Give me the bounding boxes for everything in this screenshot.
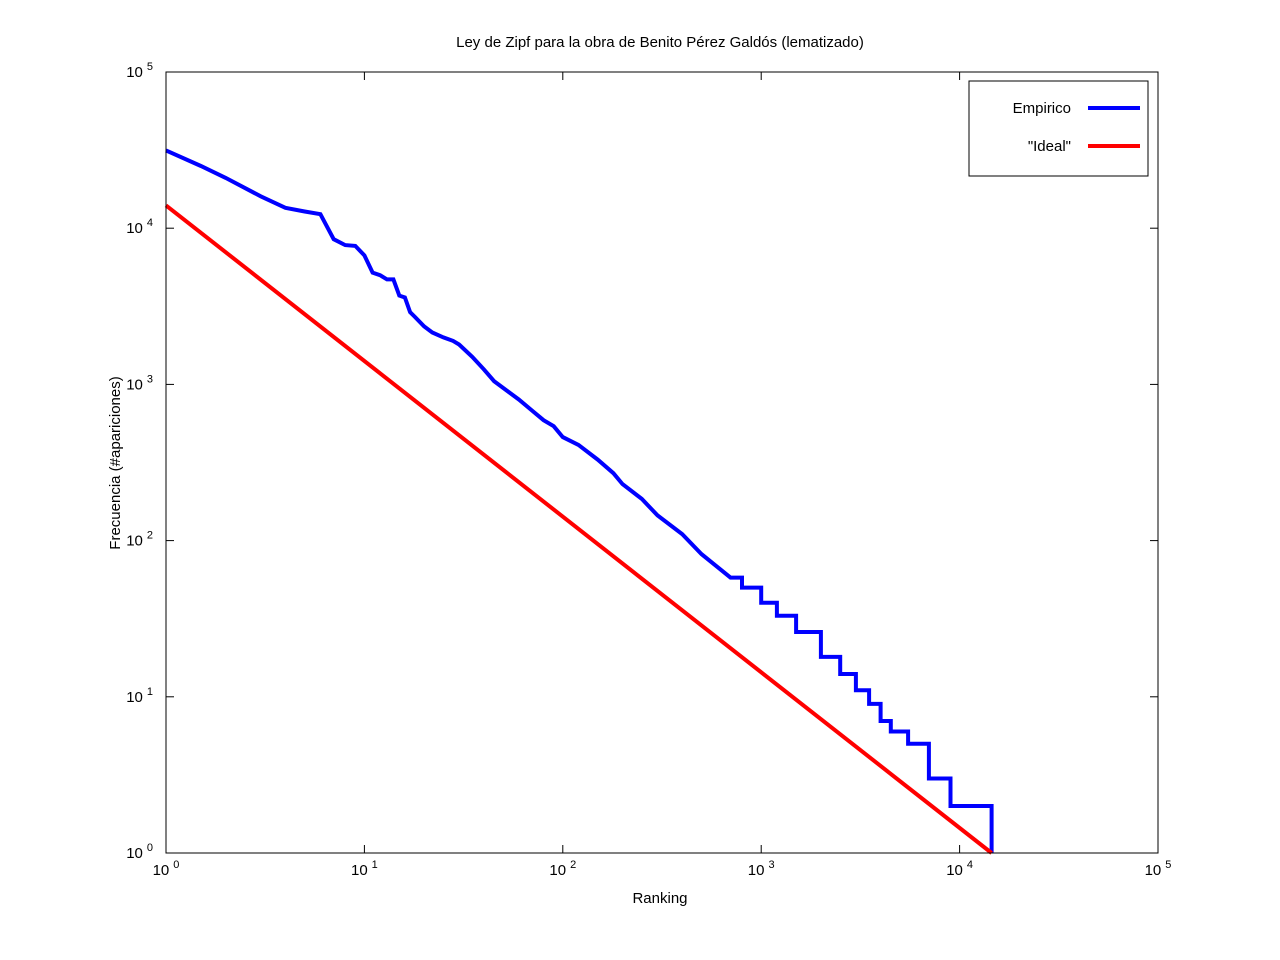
y-tick-label: 10 2: [126, 530, 153, 550]
x-tick-label: 10 0: [153, 859, 180, 879]
y-tick-label: 10 4: [126, 217, 153, 237]
legend-box: [968, 80, 1149, 177]
y-tick-label: 10 1: [126, 686, 153, 706]
x-tick-label: 10 4: [946, 859, 973, 879]
series-line-0: [165, 148, 994, 853]
series-line-1: [164, 203, 993, 855]
y-tick-label: 10 3: [126, 373, 153, 393]
chart-title: Ley de Zipf para la obra de Benito Pérez…: [456, 34, 864, 51]
x-tick-label: 10 1: [351, 859, 378, 879]
y-tick-label: 10 0: [126, 842, 153, 862]
x-tick-label: 10 5: [1145, 859, 1172, 879]
legend-label: "Ideal": [1028, 138, 1071, 155]
legend: Empirico "Ideal": [968, 80, 1149, 177]
series-layer: [164, 148, 994, 855]
x-axis-label: Ranking: [632, 890, 687, 907]
x-tick-label: 10 2: [549, 859, 576, 879]
plot-frame: [165, 71, 1159, 854]
x-tick-label: 10 3: [748, 859, 775, 879]
ticks-layer: 10 0 10 1 10 2 10 3 10 4 10 5 10 0 10 1 10 2 10 3 10 4 10 5: [126, 61, 1171, 879]
y-tick-label: 10 5: [126, 61, 153, 81]
legend-label: Empirico: [1013, 100, 1071, 117]
y-axis-label: Frecuencia (#apariciones): [107, 376, 124, 549]
